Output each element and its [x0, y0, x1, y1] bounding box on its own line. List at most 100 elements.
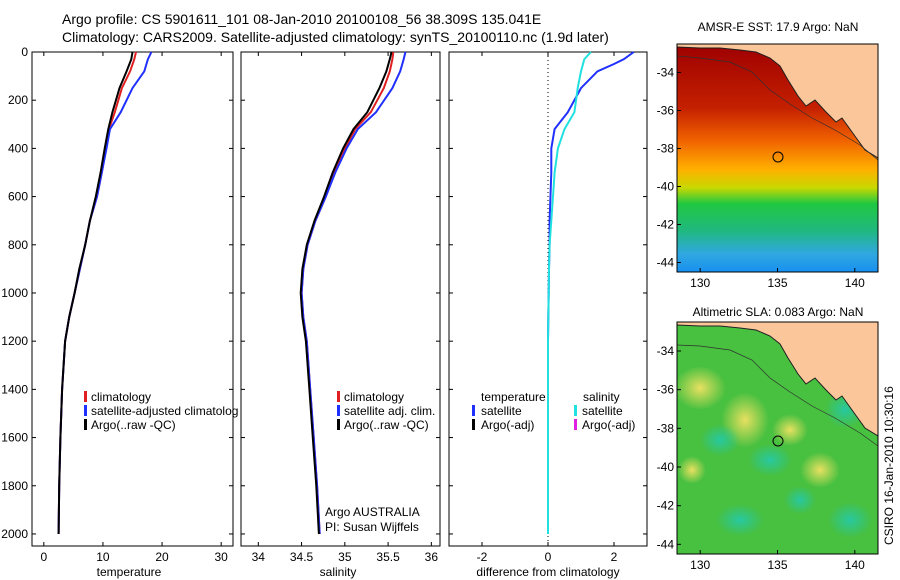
sla-coast — [677, 324, 878, 437]
y-tick-label: 1400 — [1, 382, 28, 396]
x-tick-label: 10 — [96, 550, 110, 564]
legend-swatch-sal-argo — [574, 419, 577, 430]
map-y-tick-label: -40 — [657, 460, 675, 474]
salinity-panel: 34 34.5 35 35.5 36 — [241, 51, 440, 564]
sla-land — [677, 322, 878, 436]
series-line — [57, 51, 153, 535]
sla-anomaly-high — [677, 366, 726, 410]
x-tick-label: -2 — [477, 550, 488, 564]
sla-shelf-contour — [677, 344, 878, 447]
y-tick-label: 1200 — [1, 334, 28, 348]
legend-label-temp-satellite: satellite — [481, 404, 522, 418]
map-y-tick-label: -40 — [657, 180, 675, 194]
sla-argo-marker — [772, 435, 784, 447]
map-x-tick-label: 135 — [767, 558, 787, 572]
map-y-tick-label: -34 — [657, 344, 675, 358]
sst-coast-shelf — [677, 46, 878, 159]
sla-anomaly-low — [784, 486, 816, 514]
sst-shelf-contour — [677, 55, 878, 161]
y-tick-label: 2000 — [1, 527, 28, 541]
argo-program-label: Argo AUSTRALIA — [325, 505, 420, 519]
sla-anomaly-high — [678, 456, 706, 484]
legend-swatch-satellite — [84, 405, 87, 416]
legend-label-satellite: satellite adj. clim. — [344, 404, 435, 418]
map-y-tick-label: -42 — [657, 218, 675, 232]
series-line — [547, 51, 592, 534]
temperature-panel: 0 10 20 30 — [32, 51, 233, 564]
legend-label-climatology: climatology — [91, 390, 151, 404]
map-y-tick-label: -42 — [657, 499, 675, 513]
footer-stamp: CSIRO 16-Jan-2010 10:30:16 — [882, 386, 896, 545]
sla-anomaly-low — [716, 504, 764, 536]
legend-swatch-climatology — [84, 391, 87, 402]
x-tick-label: 2 — [611, 550, 618, 564]
series-line — [300, 51, 407, 535]
y-tick-label: 1000 — [1, 286, 28, 300]
difference-panel: -2 0 2 — [449, 51, 647, 564]
x-tick-label: 30 — [214, 550, 228, 564]
legend-label-temp-argo: Argo(-adj) — [481, 418, 534, 432]
x-tick-label: 34 — [252, 550, 266, 564]
sst-argo-marker — [772, 151, 784, 163]
map-y-tick-label: -44 — [657, 537, 675, 551]
legend-label-argo: Argo(..raw -QC) — [344, 418, 429, 432]
temperature-panel-frame — [31, 51, 234, 547]
x-tick-label: 0 — [545, 550, 552, 564]
x-tick-label: 36 — [425, 550, 439, 564]
sla-anomaly-high — [800, 452, 840, 488]
y-tick-label: 400 — [8, 141, 28, 155]
sla-anomaly-low — [700, 424, 740, 456]
legend-label-satellite: satellite-adjusted climatolog — [91, 404, 238, 418]
map-x-tick-label: 130 — [690, 276, 710, 290]
temperature-legend: climatology satellite-adjusted climatolo… — [84, 390, 238, 432]
legend-header-temperature: temperature — [481, 390, 546, 404]
y-tick-label: 600 — [8, 190, 28, 204]
sst-map: AMSR-E SST: 17.9 Argo: NaN 130 135 140 -34 -… — [657, 20, 879, 291]
legend-header-salinity: salinity — [583, 390, 620, 404]
map-y-tick-label: -38 — [657, 142, 675, 156]
salinity-axis-label: salinity — [320, 565, 357, 579]
legend-swatch-temp-argo — [472, 419, 475, 430]
y-tick-label: 1600 — [1, 431, 28, 445]
legend-label-sal-argo: Argo(-adj) — [582, 418, 635, 432]
sst-map-axes: 130 135 140 -34 -36 -38 -40 -42 -44 — [657, 66, 865, 291]
series-line — [299, 51, 393, 535]
pi-label: PI: Susan Wijffels — [325, 520, 419, 534]
y-tick-label: 0 — [21, 45, 28, 59]
map-x-tick-label: 140 — [845, 558, 865, 572]
sla-map-title: Altimetric SLA: 0.083 Argo: NaN — [693, 305, 864, 319]
y-tick-label: 1800 — [1, 479, 28, 493]
temperature-axis-label: temperature — [97, 565, 162, 579]
y-tick-label: 800 — [8, 238, 28, 252]
difference-axis-label: difference from climatology — [476, 565, 619, 579]
difference-legend: temperature salinity satellite Argo(-adj… — [472, 390, 635, 432]
y-tick-label: 200 — [8, 93, 28, 107]
series-line — [57, 51, 137, 535]
legend-label-climatology: climatology — [344, 390, 404, 404]
figure-title-line2: Climatology: CARS2009. Satellite-adjuste… — [62, 29, 609, 45]
figure-title-line1: Argo profile: CS 5901611_101 08-Jan-2010… — [62, 11, 541, 27]
sla-anomaly-low — [828, 502, 872, 538]
x-tick-label: 0 — [40, 550, 47, 564]
x-tick-label: 34.5 — [290, 550, 314, 564]
sla-map: Altimetric SLA: 0.083 Argo: NaN 130 135 14… — [657, 305, 879, 572]
map-x-tick-label: 140 — [845, 276, 865, 290]
x-tick-label: 35.5 — [376, 550, 400, 564]
salinity-legend: climatology satellite adj. clim. Argo(..… — [325, 390, 435, 534]
legend-swatch-climatology — [337, 391, 340, 402]
x-tick-label: 20 — [155, 550, 169, 564]
map-y-tick-label: -36 — [657, 104, 675, 118]
series-line — [57, 51, 134, 535]
sst-map-title: AMSR-E SST: 17.9 Argo: NaN — [698, 20, 859, 34]
map-y-tick-label: -34 — [657, 66, 675, 80]
map-y-tick-label: -38 — [657, 421, 675, 435]
map-y-tick-label: -36 — [657, 383, 675, 397]
sla-anomaly-high — [772, 414, 808, 446]
map-y-tick-label: -44 — [657, 256, 675, 270]
legend-swatch-argo — [84, 419, 87, 430]
x-tick-label: 35 — [338, 550, 352, 564]
map-x-tick-label: 130 — [690, 558, 710, 572]
series-line — [547, 51, 635, 534]
